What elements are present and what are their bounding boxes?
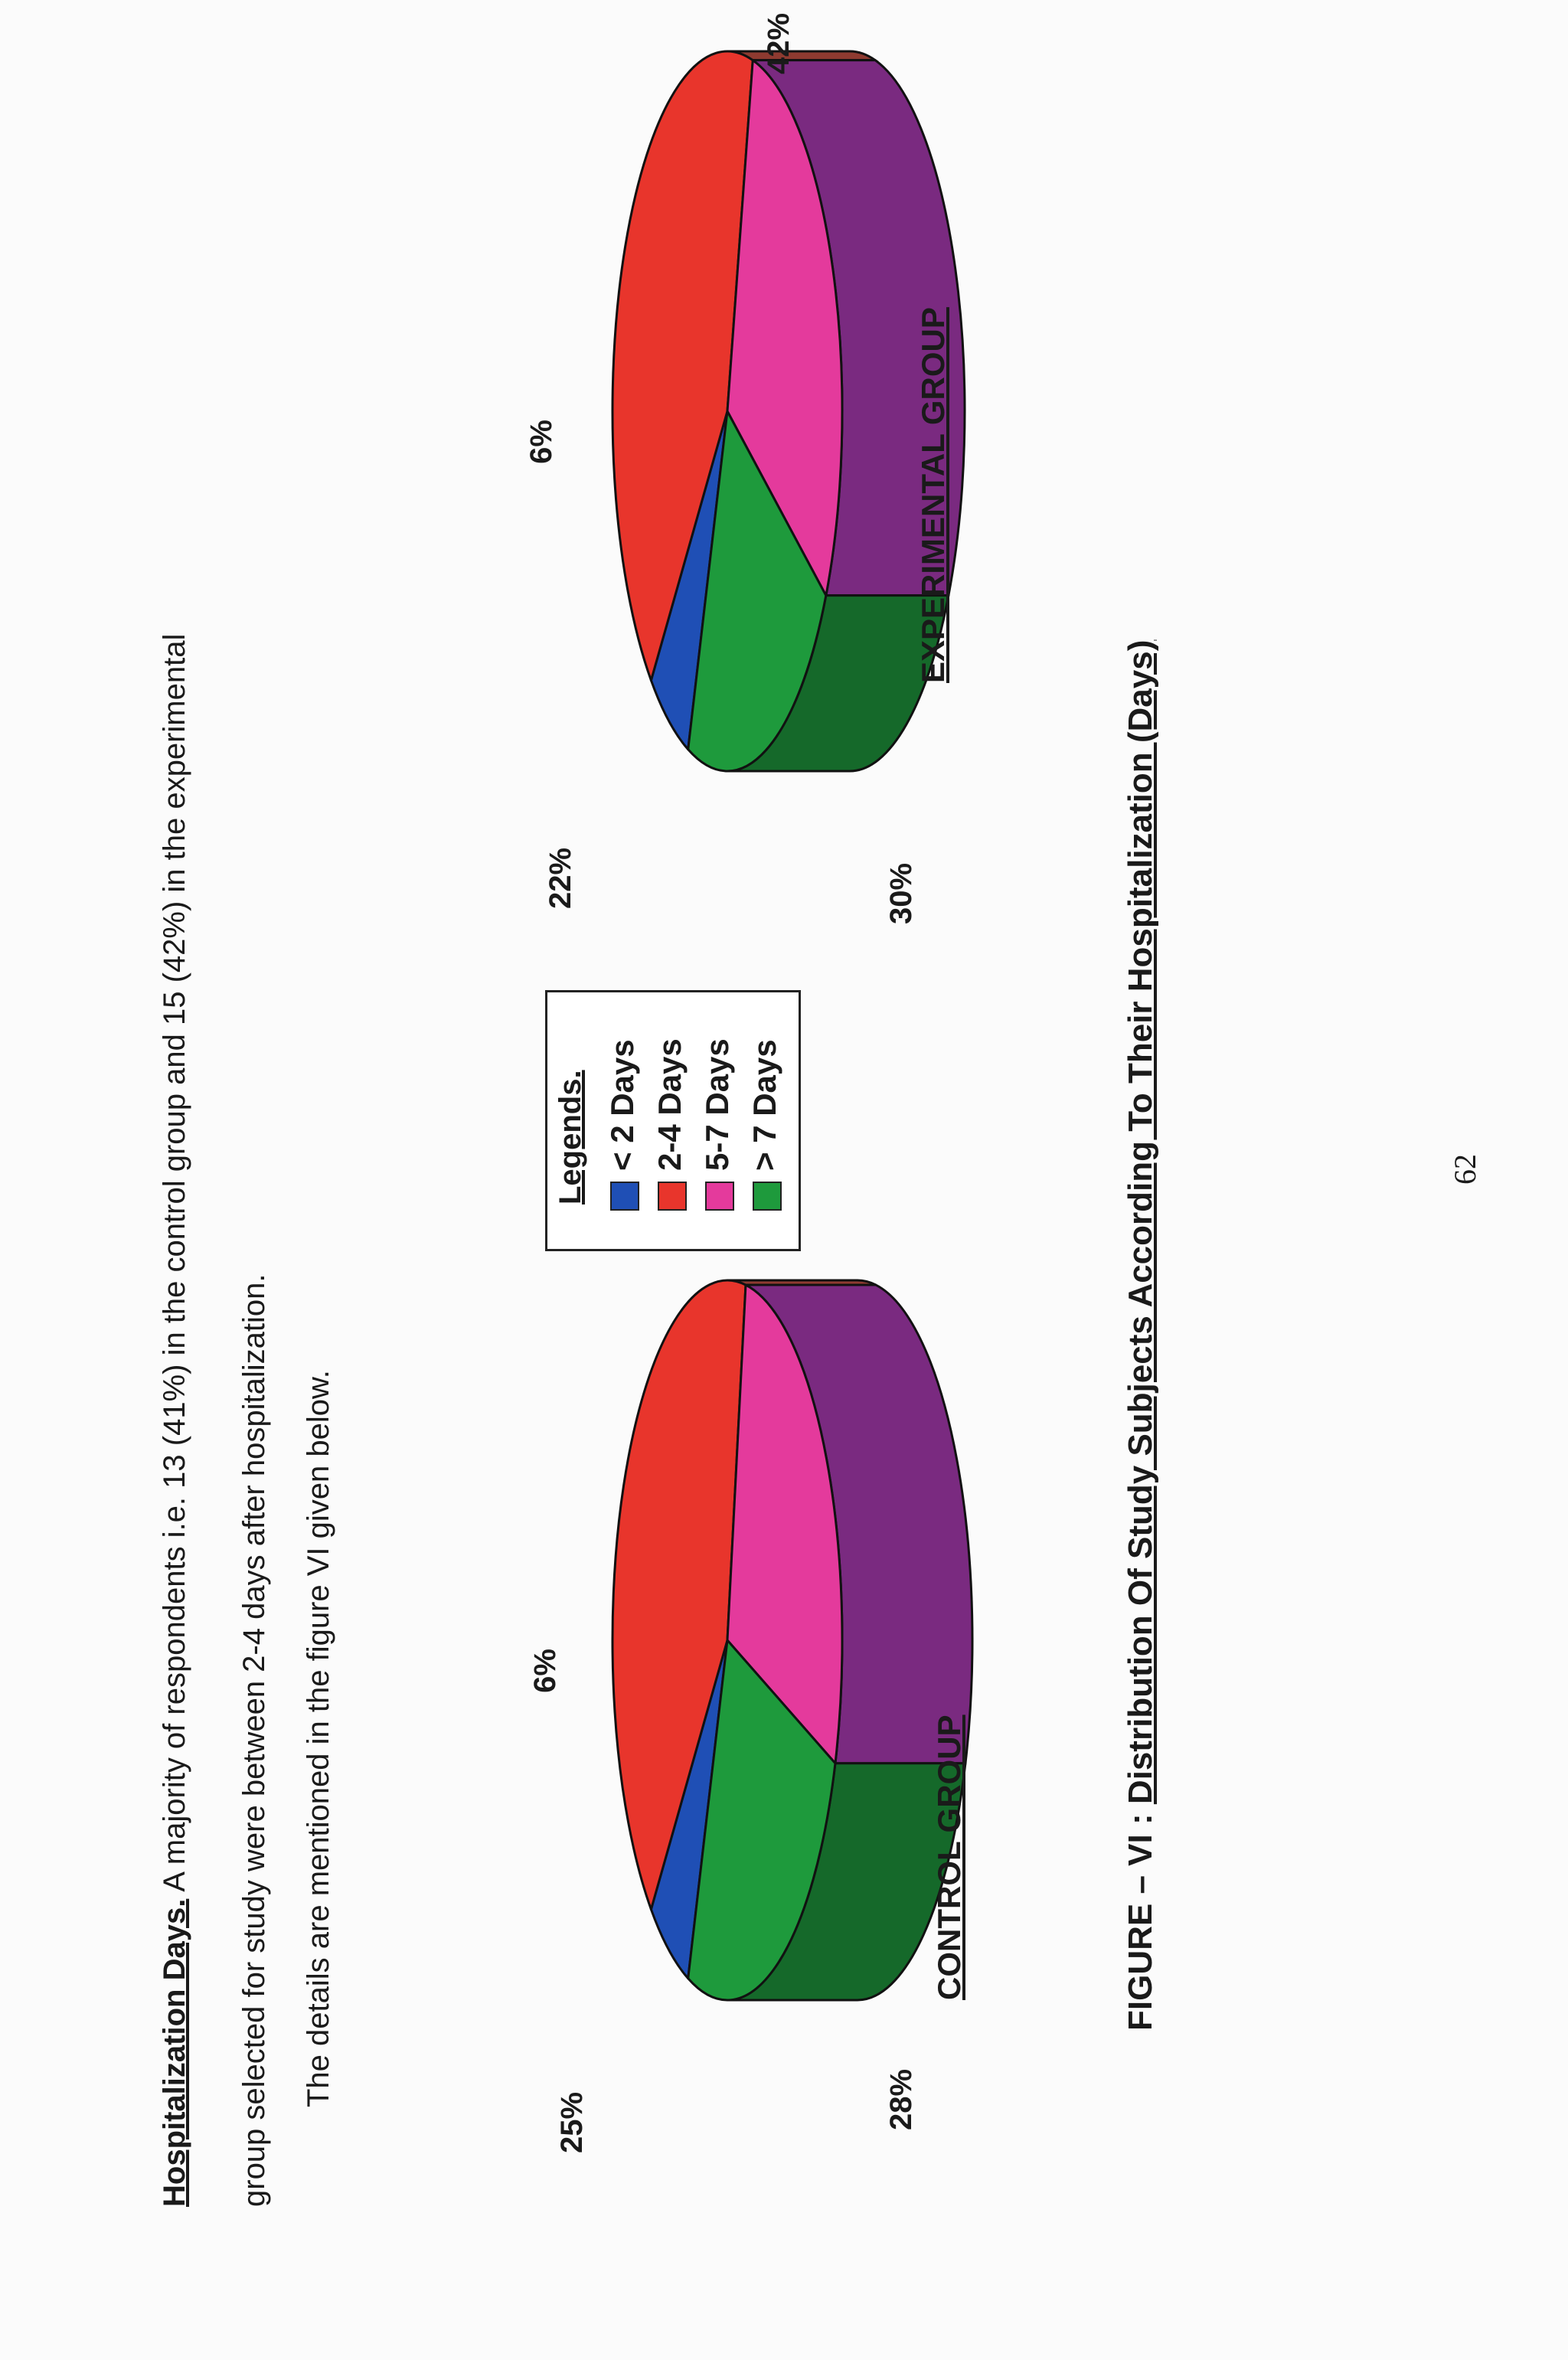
legend-swatch-red xyxy=(658,1182,687,1211)
pie-label-0-0: 6% xyxy=(528,1649,562,1693)
experimental-group-title: EXPERIMENTAL GROUP xyxy=(915,307,951,683)
legend-label: > 7 Days xyxy=(746,1039,782,1171)
pie-slice-1-1 xyxy=(611,50,754,682)
legend-label: < 2 Days xyxy=(604,1039,640,1171)
legend-label: 5-7 Days xyxy=(699,1038,735,1171)
pie-label-1-1: 42% xyxy=(762,13,795,74)
legend-swatch-green xyxy=(753,1182,782,1211)
pie-slice-0-1 xyxy=(611,1279,747,1911)
pie-label-1-3: 22% xyxy=(544,848,577,909)
pie-slice-1-2 xyxy=(726,59,844,597)
legend-item-5-7: 5-7 Days xyxy=(694,996,740,1249)
experimental-group-pie: 6% 42% 30% 22% xyxy=(524,13,966,924)
legend-title: Legends. xyxy=(554,1070,587,1205)
control-group-pie: 6%41%28%25% xyxy=(528,1016,974,2153)
page-number: 62 xyxy=(1448,1154,1482,1185)
legend-item-lt2: < 2 Days xyxy=(599,996,645,1249)
legend: Legends. < 2 Days 2-4 Days 5-7 Days > 7 … xyxy=(545,990,801,1251)
pie-label-1-0: 6% xyxy=(524,420,558,464)
legend-swatch-pink xyxy=(705,1182,734,1211)
legend-item-2-4: 2-4 Days xyxy=(647,996,693,1249)
pie-slice-0-0 xyxy=(649,1639,729,1980)
pie-slice-0-2 xyxy=(726,1283,844,1765)
figure-prefix: FIGURE – VI : xyxy=(1122,1804,1159,2031)
figure-caption: FIGURE – VI : Distribution Of Study Subj… xyxy=(1122,640,1160,2031)
pie-label-0-3: 25% xyxy=(555,2092,589,2153)
pie-label-0-2: 28% xyxy=(884,2069,918,2130)
legend-swatch-blue xyxy=(610,1182,639,1211)
pie-label-1-2: 30% xyxy=(884,863,918,924)
pie-slice-1-0 xyxy=(649,410,729,751)
legend-label: 2-4 Days xyxy=(652,1038,688,1171)
pie-slice-1-3 xyxy=(687,410,828,773)
pie-slice-0-3 xyxy=(687,1639,837,2002)
control-group-title: CONTROL GROUP xyxy=(931,1714,967,2000)
figure-title: Distribution Of Study Subjects According… xyxy=(1122,639,1159,1805)
legend-item-gt7: > 7 Days xyxy=(742,996,788,1249)
